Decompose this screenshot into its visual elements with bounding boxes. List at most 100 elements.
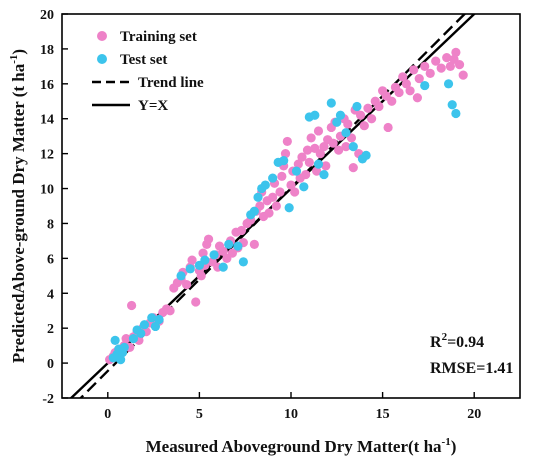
x-tick-label: 5 <box>196 407 203 422</box>
test-point <box>319 169 329 180</box>
x-tick-label: 15 <box>376 407 390 422</box>
training-point <box>191 297 201 307</box>
training-point <box>165 306 175 316</box>
test-point <box>420 80 430 91</box>
training-point <box>436 63 446 73</box>
training-point <box>301 169 311 180</box>
training-point <box>290 187 300 197</box>
training-point <box>431 56 441 66</box>
test-point <box>154 314 164 325</box>
test-point <box>150 321 161 332</box>
test-point <box>341 128 351 138</box>
training-point <box>383 122 393 133</box>
training-point <box>374 101 384 112</box>
training-point <box>203 234 214 244</box>
training-point <box>451 47 461 58</box>
test-point <box>291 166 302 176</box>
training-point <box>356 110 366 120</box>
training-point <box>293 159 303 169</box>
training-point <box>454 60 465 70</box>
training-point <box>312 166 322 176</box>
training-point <box>445 61 455 71</box>
test-point <box>176 271 186 281</box>
training-point <box>196 271 206 281</box>
training-point <box>268 192 278 202</box>
training-point <box>282 136 292 147</box>
data-points <box>105 47 468 365</box>
x-tick-label: 20 <box>467 407 481 422</box>
test-point <box>209 250 219 260</box>
training-point <box>359 121 369 131</box>
y-axis-label-end: ) <box>9 49 28 55</box>
test-point <box>443 79 454 89</box>
legend-test-label: Test set <box>120 52 167 68</box>
test-point <box>447 100 457 110</box>
training-point <box>313 126 324 136</box>
training-point <box>277 171 287 181</box>
test-point <box>326 98 336 108</box>
y-tick-label: 0 <box>47 357 54 372</box>
legend-test-marker <box>97 54 107 64</box>
test-point <box>268 173 278 183</box>
test-point <box>116 355 126 365</box>
training-point <box>315 149 325 159</box>
training-point <box>363 103 373 113</box>
test-point <box>110 335 120 345</box>
y-tick-label: 8 <box>47 217 54 232</box>
y-tick-label: 10 <box>40 183 54 198</box>
training-point <box>302 145 313 155</box>
training-point <box>198 248 208 258</box>
x-axis-label-end: ) <box>451 437 457 456</box>
training-point <box>398 72 408 82</box>
y-tick-label: 4 <box>47 287 54 302</box>
training-point <box>271 201 281 211</box>
r2-label: R <box>430 334 442 351</box>
legend-training-label: Training set <box>120 29 197 45</box>
training-point <box>412 93 423 103</box>
r2-sup: 2 <box>442 331 448 343</box>
x-axis-label: Measured Aboveground Dry Matter(t ha-1) <box>146 436 457 456</box>
training-point <box>420 61 430 71</box>
test-point <box>279 156 289 166</box>
test-point <box>335 110 346 120</box>
y-tick-label: 16 <box>40 78 54 93</box>
x-tick-label: 0 <box>104 407 111 422</box>
test-point <box>352 101 362 112</box>
training-point <box>458 70 468 80</box>
test-point <box>249 206 259 216</box>
training-point <box>275 187 285 197</box>
test-point <box>451 108 461 119</box>
training-point <box>249 239 259 249</box>
training-point <box>334 145 344 155</box>
test-point <box>299 182 309 192</box>
training-point <box>127 300 137 311</box>
training-point <box>387 96 397 106</box>
y-tick-label: 20 <box>40 8 54 23</box>
test-point <box>310 110 320 120</box>
training-point <box>121 334 131 344</box>
training-point <box>328 138 338 148</box>
test-point <box>200 255 210 265</box>
test-point <box>361 150 371 160</box>
training-point <box>236 225 247 236</box>
training-point <box>401 79 412 89</box>
test-point <box>238 257 248 267</box>
training-point <box>218 246 228 256</box>
test-point <box>218 262 228 272</box>
x-axis-ticks: 0 5 10 15 20 <box>104 392 481 422</box>
y-axis-ticks: -2 0 2 4 6 8 10 12 14 16 18 20 <box>40 8 68 407</box>
training-point <box>321 161 331 171</box>
y-tick-label: 6 <box>47 252 54 267</box>
test-point <box>136 328 146 339</box>
y-tick-label: 2 <box>47 322 54 337</box>
test-point <box>233 241 243 251</box>
test-point <box>313 159 324 169</box>
x-tick-label: 10 <box>284 407 298 422</box>
training-point <box>405 86 415 96</box>
test-point <box>128 334 139 344</box>
training-point <box>264 208 274 218</box>
y-axis-label-sup: -1 <box>8 55 20 64</box>
training-point <box>306 133 316 143</box>
test-point <box>224 239 234 249</box>
